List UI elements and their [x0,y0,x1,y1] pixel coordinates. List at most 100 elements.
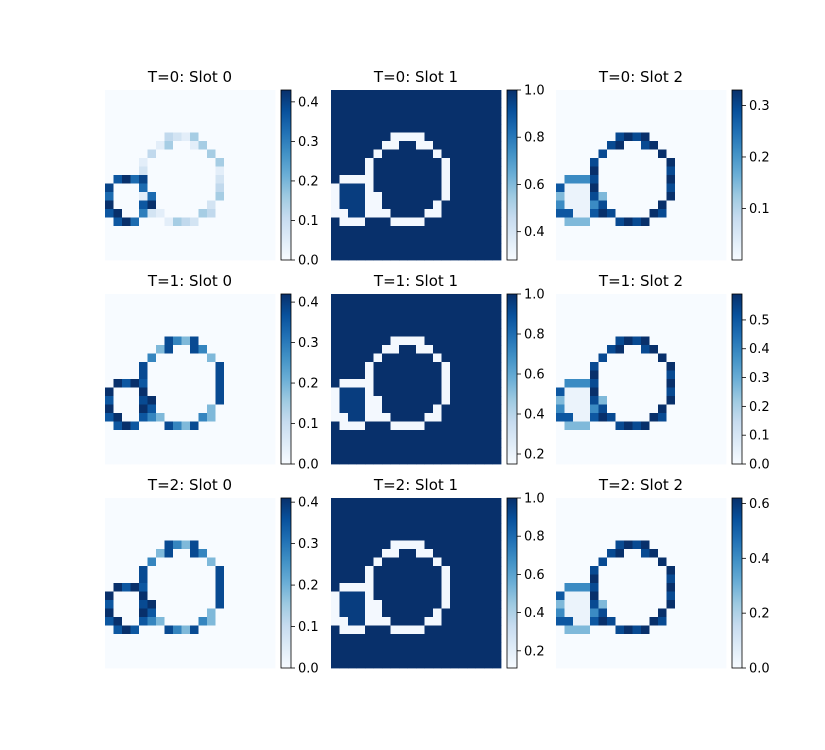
heatmap-cell [249,175,259,184]
heatmap-cell [641,455,650,465]
heatmap-cell [331,209,340,218]
heatmap-cell [441,540,451,550]
heatmap-cell [632,345,642,354]
heatmap-cell [666,540,676,550]
colorbar [506,497,518,669]
colorbar [731,89,743,261]
heatmap-cell [390,574,400,584]
heatmap-cell [348,430,357,439]
heatmap-cell [658,506,667,516]
heatmap-cell [258,328,267,337]
heatmap-cell [581,625,591,635]
heatmap-cell [632,209,642,218]
heatmap-cell [339,574,349,584]
heatmap-cell [450,209,459,218]
heatmap-cell [258,132,267,142]
heatmap-cell [615,421,625,431]
heatmap-cell [683,311,693,320]
heatmap-cell [181,141,191,150]
heatmap-cell [717,532,727,541]
heatmap-cell [258,192,267,201]
heatmap-cell [407,642,417,652]
heatmap-cell [666,506,676,516]
heatmap-cell [615,251,625,261]
heatmap-cell [156,600,165,609]
heatmap-cell [475,566,485,575]
heatmap-cell [105,200,114,210]
heatmap-cell [709,659,718,669]
heatmap-cell [475,302,485,312]
heatmap-cell [433,336,442,346]
heatmap-cell [450,447,459,456]
heatmap-cell [113,574,123,584]
heatmap-cell [207,328,216,337]
heatmap-cell [399,566,408,575]
heatmap-cell [382,498,391,507]
heatmap-cell [356,183,366,193]
heatmap-cell [130,438,140,448]
heatmap-cell [164,234,174,244]
heatmap-cell [709,549,718,558]
heatmap-cell [356,608,366,618]
heatmap-cell [700,345,710,354]
heatmap-cell [156,515,165,524]
heatmap-cell [692,115,701,125]
heatmap-cell [181,209,191,218]
heatmap-cell [356,251,366,261]
heatmap-cell [564,642,574,652]
heatmap-cell [207,438,216,448]
heatmap-cell [683,549,693,558]
heatmap-cell [113,149,123,159]
heatmap-cell [424,515,434,524]
heatmap-cell [624,404,633,414]
heatmap-cell [258,574,267,584]
heatmap-cell [624,115,633,125]
heatmap-cell [198,345,208,354]
heatmap-cell [564,166,574,176]
heatmap-cell [581,362,591,371]
heatmap-cell [266,328,276,337]
heatmap-cell [113,370,123,380]
heatmap-cell [399,396,408,405]
heatmap-cell [147,617,157,626]
heatmap-cell [382,557,391,567]
heatmap-cell [224,455,233,465]
heatmap-cell [164,311,174,320]
heatmap-cell [130,166,140,176]
heatmap-cell [709,608,718,618]
heatmap-cell [590,149,599,159]
heatmap-cell [224,608,233,618]
heatmap-cell [581,659,591,669]
heatmap-cell [348,379,357,388]
heatmap-cell [122,90,131,99]
heatmap-cell [467,583,476,592]
heatmap-cell [215,302,225,312]
heatmap-cell [475,192,485,201]
heatmap-cell [433,413,442,422]
heatmap-cell [407,294,417,303]
heatmap-cell [373,319,383,329]
heatmap-cell [382,583,391,592]
heatmap-cell [139,591,148,601]
heatmap-cell [556,625,565,635]
heatmap-cell [692,200,701,210]
heatmap-cell [598,251,608,261]
heatmap-cell [113,447,123,456]
heatmap-cell [692,294,701,303]
heatmap-cell [590,311,599,320]
heatmap-cell [467,149,476,159]
heatmap-cell [416,311,425,320]
heatmap-cell [249,192,259,201]
colorbar-tick-label: 0.0 [749,458,770,473]
heatmap-cell [339,183,349,193]
heatmap-cell [331,387,340,397]
heatmap-cell [181,523,191,533]
heatmap-cell [492,404,502,414]
heatmap-cell [173,625,182,635]
heatmap-cell [215,413,225,422]
heatmap-cell [641,175,650,184]
heatmap-cell [382,234,391,244]
heatmap-cell [441,149,451,159]
heatmap-cell [113,506,123,516]
heatmap-cell [105,319,114,329]
